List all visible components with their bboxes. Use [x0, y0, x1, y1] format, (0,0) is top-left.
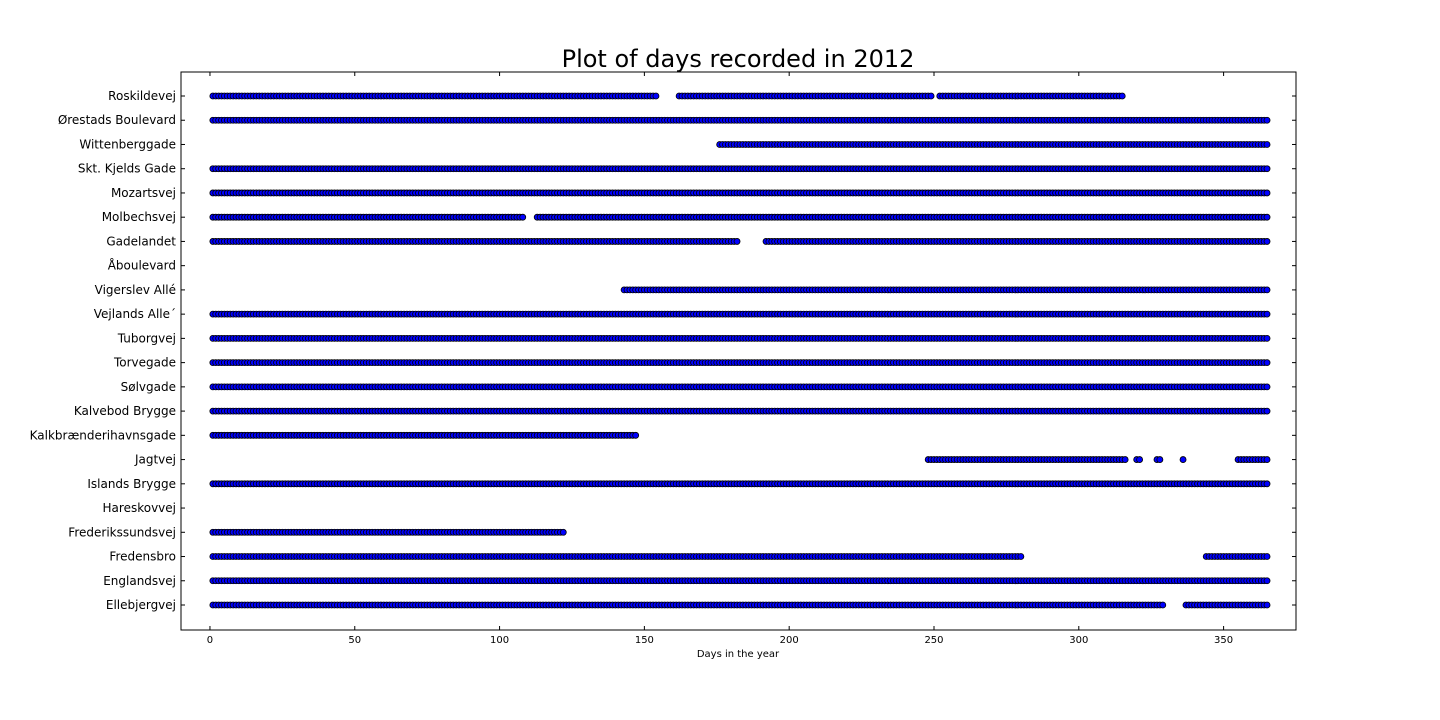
series-row: [209, 310, 1271, 318]
data-point: [1263, 189, 1271, 197]
data-point: [1263, 577, 1271, 585]
plot-marks: [209, 92, 1271, 609]
series-row: [209, 431, 640, 439]
data-point: [1263, 310, 1271, 318]
data-point: [1156, 456, 1164, 463]
series-row: [209, 334, 1271, 342]
series-row: [209, 577, 1271, 585]
data-point: [632, 431, 640, 439]
data-point: [1017, 553, 1025, 560]
series-row: [209, 238, 1271, 245]
series-row: [620, 286, 1271, 294]
data-point: [559, 528, 567, 536]
data-point: [1263, 553, 1271, 560]
series-row: [209, 165, 1271, 173]
data-point: [1263, 407, 1271, 415]
chart-title: Plot of days recorded in 2012: [562, 45, 915, 73]
series-row: [209, 359, 1271, 367]
data-point: [1263, 456, 1271, 463]
data-point: [1136, 456, 1144, 463]
data-point: [1159, 601, 1167, 609]
series-row: [209, 528, 567, 536]
data-point: [1263, 334, 1271, 342]
data-point: [1263, 213, 1271, 221]
series-row: [209, 189, 1271, 197]
data-point: [1263, 238, 1271, 245]
data-point: [1263, 480, 1271, 488]
series-row: [209, 553, 1271, 560]
data-point: [519, 213, 527, 221]
data-point: [1121, 456, 1129, 463]
series-row: [209, 213, 1271, 221]
series-row: [924, 456, 1271, 463]
data-point: [1263, 286, 1271, 294]
series-row: [209, 601, 1271, 609]
data-point: [733, 238, 741, 245]
data-point: [1263, 601, 1271, 609]
data-point: [1179, 456, 1187, 463]
series-row: [209, 407, 1271, 415]
series-row: [209, 480, 1271, 488]
data-point: [1263, 359, 1271, 367]
data-point: [1263, 383, 1271, 391]
series-row: [209, 383, 1271, 391]
